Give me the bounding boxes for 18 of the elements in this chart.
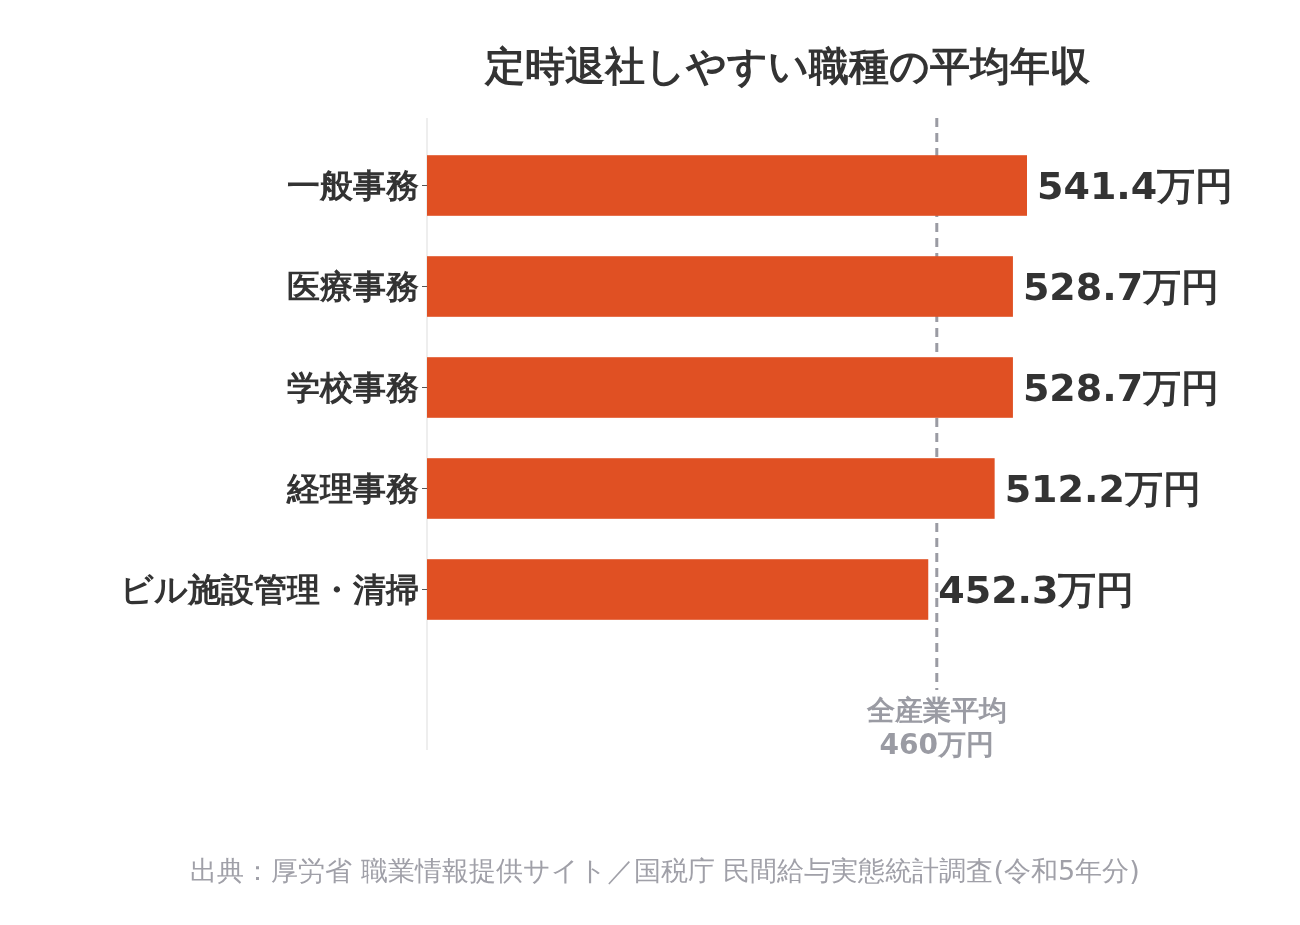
source-note: 出典：厚労省 職業情報提供サイト／国税庁 民間給与実態統計調査(令和5年分) — [190, 855, 1140, 886]
y-tick-label: 経理事務 — [286, 470, 419, 508]
data-label: 528.7万円 — [1022, 264, 1220, 309]
ref-line-label: 全産業平均 460万円 — [865, 694, 1007, 761]
data-label: 452.3万円 — [938, 567, 1135, 612]
bar — [427, 458, 995, 519]
y-tick-label: ビル施設管理・清掃 — [120, 571, 419, 609]
bar — [427, 559, 929, 620]
data-label: 541.4万円 — [1037, 163, 1234, 208]
data-label: 512.2万円 — [1004, 466, 1201, 511]
y-tick-label: 医療事務 — [287, 268, 419, 306]
y-tick-label: 一般事務 — [287, 167, 419, 205]
y-tick-label: 学校事務 — [287, 369, 419, 407]
data-label: 528.7万円 — [1022, 365, 1220, 410]
bar — [427, 155, 1027, 216]
chart-title: 定時退社しやすい職種の平均年収 — [483, 43, 1091, 89]
bar — [427, 357, 1013, 418]
bar — [427, 256, 1013, 317]
